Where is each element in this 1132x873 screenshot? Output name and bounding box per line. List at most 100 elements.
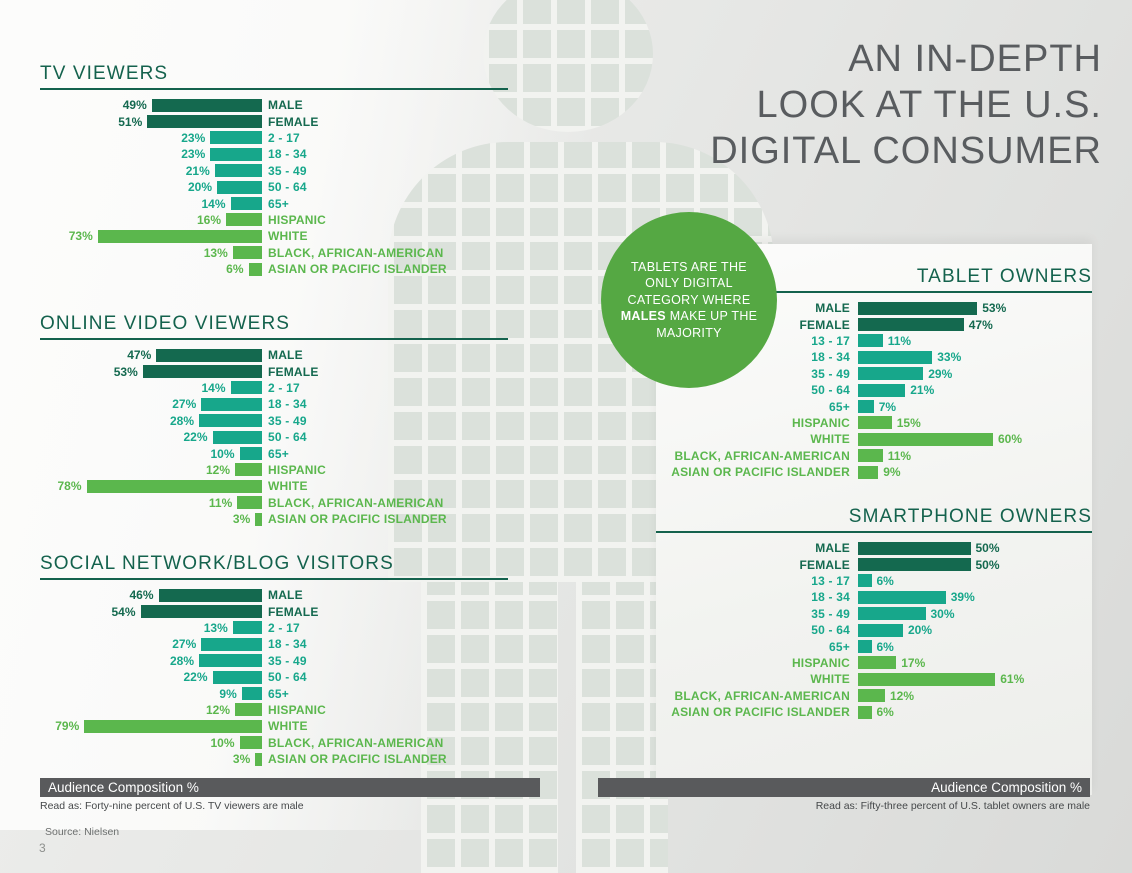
bar-row: 73% WHITE: [40, 228, 508, 244]
bar-row: 28% 35 - 49: [40, 413, 508, 429]
bar-value: 49%: [122, 98, 147, 113]
bar: [239, 736, 262, 750]
bar-zone: 46%: [40, 588, 262, 602]
bar-row: 50 - 64 20%: [656, 622, 1092, 638]
bar: [142, 365, 262, 379]
bar-zone: 3%: [40, 512, 262, 526]
bar-zone: 13%: [40, 246, 262, 260]
page-title-line: AN IN-DEPTH: [848, 38, 1102, 80]
bar-zone: 28%: [40, 654, 262, 668]
bar-value: 14%: [201, 380, 226, 395]
rows: 49% MALE 51% FEMALE 23% 2 - 17 23% 18 - 34 21% 35…: [40, 97, 508, 277]
rows: MALE 53% FEMALE 47% 13 - 17 11% 18 - 34 33% 35 -…: [656, 300, 1092, 480]
bar-label: 18 - 34: [268, 637, 307, 652]
bar-label: 35 - 49: [268, 163, 307, 178]
bar-row: 51% FEMALE: [40, 113, 508, 129]
chart-tv-viewers: TV VIEWERS 49% MALE 51% FEMALE 23% 2 - 17 23% 1…: [40, 63, 508, 277]
bar-label: 65+: [268, 196, 289, 211]
bar-label: HISPANIC: [268, 212, 327, 227]
bar-label: WHITE: [810, 432, 850, 447]
bar-row: 21% 35 - 49: [40, 163, 508, 179]
bar-label: WHITE: [268, 719, 308, 734]
chart-smartphone-owners: SMARTPHONE OWNERS MALE 50% FEMALE 50% 13 - 1…: [656, 506, 1092, 720]
bar-value: 10%: [210, 735, 235, 750]
page-title-line: DIGITAL CONSUMER: [710, 130, 1102, 172]
bar: [858, 640, 872, 654]
bar: [858, 367, 924, 381]
bar: [858, 541, 971, 555]
bar-row: 11% BLACK, AFRICAN-AMERICAN: [40, 495, 508, 511]
bar-row: 78% WHITE: [40, 478, 508, 494]
bar-label: 35 - 49: [268, 653, 307, 668]
bar-row: FEMALE 50%: [656, 556, 1092, 572]
chart-online-video-viewers: ONLINE VIDEO VIEWERS 47% MALE 53% FEMALE 14%…: [40, 313, 508, 527]
bar-row: 53% FEMALE: [40, 363, 508, 379]
bar-row: 27% 18 - 34: [40, 396, 508, 412]
bar-label: FEMALE: [268, 604, 319, 619]
bar-row: 13 - 17 6%: [656, 573, 1092, 589]
rows: 47% MALE 53% FEMALE 14% 2 - 17 27% 18 - 34 28% 35…: [40, 347, 508, 527]
bar-value: 47%: [968, 317, 993, 332]
bar-row: WHITE 61%: [656, 671, 1092, 687]
bar-label: 2 - 17: [268, 380, 300, 395]
bar-row: 65+ 6%: [656, 638, 1092, 654]
bar-label: 18 - 34: [268, 397, 307, 412]
bar-value: 28%: [169, 653, 194, 668]
bar-label: ASIAN OR PACIFIC ISLANDER: [268, 262, 447, 277]
bar-row: 50 - 64 21%: [656, 382, 1092, 398]
bar-value: 53%: [982, 301, 1007, 316]
bar-row: 47% MALE: [40, 347, 508, 363]
bar-zone: 53%: [40, 365, 262, 379]
bar-zone: 14%: [40, 197, 262, 211]
bar-label: FEMALE: [799, 317, 850, 332]
bar-row: 3% ASIAN OR PACIFIC ISLANDER: [40, 511, 508, 527]
bar-zone: 73%: [40, 229, 262, 243]
bar-value: 28%: [169, 413, 194, 428]
bar-label: MALE: [815, 301, 850, 316]
bar-zone: 51%: [40, 115, 262, 129]
bar-value: 30%: [930, 606, 955, 621]
bar-zone: 6%: [40, 262, 262, 276]
bar-zone: 12%: [40, 703, 262, 717]
bar-row: 18 - 34 39%: [656, 589, 1092, 605]
bar-value: 6%: [226, 262, 244, 277]
bar-value: 12%: [890, 688, 915, 703]
bar-label: 50 - 64: [268, 180, 307, 195]
bar: [858, 465, 879, 479]
bar-zone: 12%: [40, 463, 262, 477]
bar-value: 22%: [183, 430, 208, 445]
bar-zone: 9%: [40, 687, 262, 701]
bar-label: MALE: [815, 541, 850, 556]
bar-value: 61%: [1000, 672, 1025, 687]
bar-zone: 78%: [40, 479, 262, 493]
bar-label: BLACK, AFRICAN-AMERICAN: [674, 448, 850, 463]
bar: [97, 229, 262, 243]
bar: [858, 318, 964, 332]
chart-social-network-blog-visitors: SOCIAL NETWORK/BLOG VISITORS 46% MALE 54% F…: [40, 553, 508, 767]
bar-zone: 11%: [40, 496, 262, 510]
silhouette-head: [483, 0, 653, 132]
bar-value: 50%: [975, 557, 1000, 572]
bar: [84, 719, 262, 733]
section-title: SMARTPHONE OWNERS: [656, 506, 1092, 533]
bar: [230, 381, 262, 395]
bar-value: 15%: [896, 415, 921, 430]
bar: [237, 496, 262, 510]
bar: [199, 654, 262, 668]
bar-label: ASIAN OR PACIFIC ISLANDER: [671, 465, 850, 480]
bar-row: 79% WHITE: [40, 718, 508, 734]
bar-value: 23%: [181, 147, 206, 162]
bar-row: 65+ 7%: [656, 398, 1092, 414]
read-as-note-right: Read as: Fifty-three percent of U.S. tab…: [815, 800, 1090, 812]
bar-row: 18 - 34 33%: [656, 349, 1092, 365]
bar-label: 65+: [829, 399, 850, 414]
bar-zone: 27%: [40, 397, 262, 411]
page-title: AN IN-DEPTH LOOK AT THE U.S. DIGITAL CONSU…: [562, 36, 1102, 174]
bar-row: 27% 18 - 34: [40, 636, 508, 652]
bar-row: FEMALE 47%: [656, 316, 1092, 332]
bar-value: 6%: [876, 573, 894, 588]
bar: [858, 432, 993, 446]
bar-zone: 22%: [40, 670, 262, 684]
bar-label: WHITE: [810, 672, 850, 687]
